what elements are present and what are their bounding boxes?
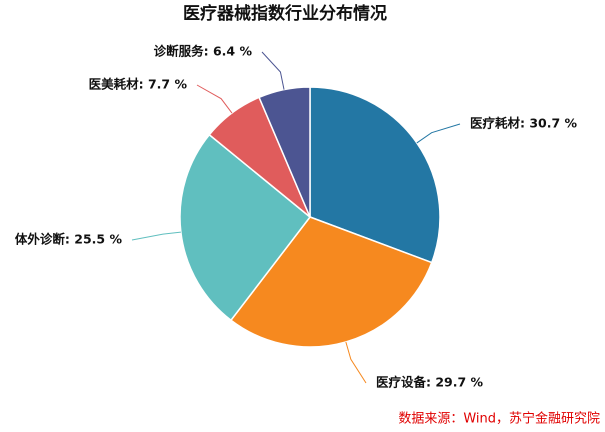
chart-title: 医疗器械指数行业分布情况 [183, 3, 387, 24]
leader-line [261, 51, 285, 90]
leader-line [131, 231, 181, 241]
data-label: 医美耗材: 7.7 % [89, 77, 188, 92]
pie-slice [179, 133, 312, 322]
pie-slice [309, 86, 441, 264]
leader-line [196, 84, 233, 114]
pie-slice [229, 216, 433, 348]
data-label: 体外诊断: 25.5 % [15, 232, 123, 247]
leader-line [345, 341, 367, 384]
data-label: 医疗耗材: 30.7 % [470, 116, 578, 131]
data-label: 诊断服务: 6.4 % [154, 44, 253, 59]
leader-line [416, 123, 461, 144]
source-note: 数据来源：Wind，苏宁金融研究院 [398, 411, 600, 427]
data-label: 医疗设备: 29.7 % [376, 375, 484, 390]
